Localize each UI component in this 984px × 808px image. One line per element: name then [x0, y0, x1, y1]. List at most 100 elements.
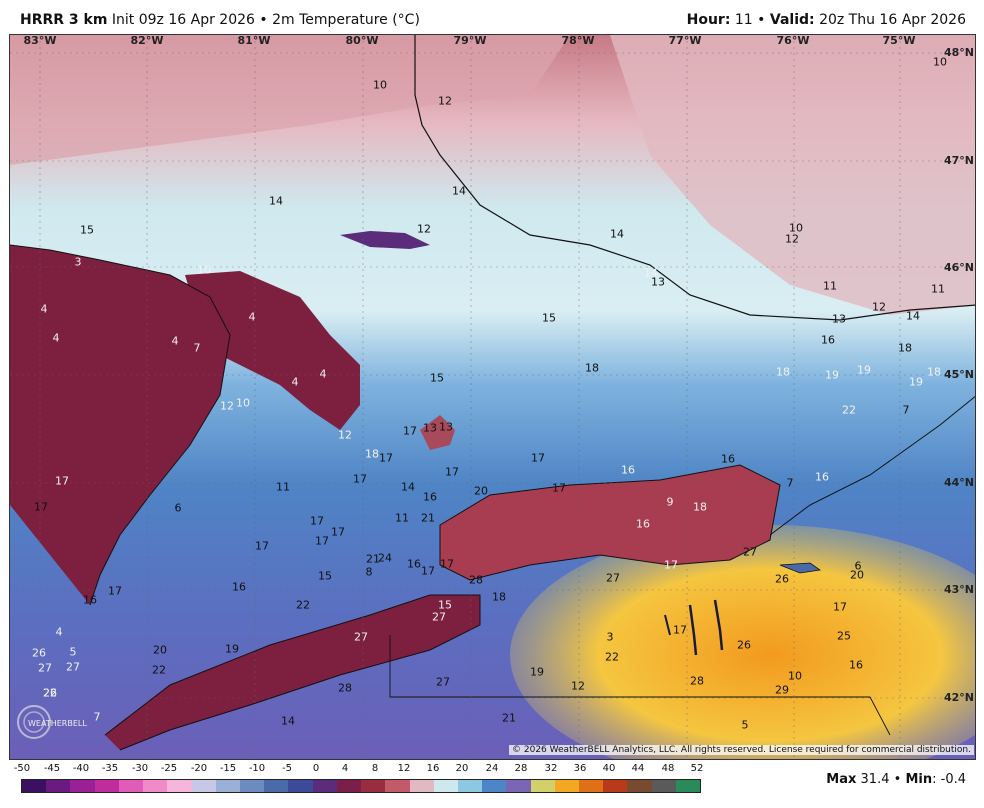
header-left: HRRR 3 km Init 09z 16 Apr 2026 • 2m Temp… [20, 12, 420, 28]
temperature-value: 17 [310, 514, 324, 528]
colorbar-segment [530, 780, 555, 792]
st-lawrence-river [769, 395, 975, 536]
lat-label-42n: 42°N [943, 691, 974, 704]
temperature-value: 3 [74, 255, 82, 269]
colorbar-tick-label: 48 [661, 763, 675, 774]
temperature-value: 12 [417, 222, 431, 236]
temperature-value: 12 [785, 232, 799, 246]
max-value: 31.4 [860, 772, 890, 787]
colorbar-tick-label: 12 [397, 763, 411, 774]
max-label: Max [826, 772, 857, 787]
temperature-value: 10 [236, 396, 250, 410]
temperature-value: 27 [743, 545, 757, 559]
colorbar-segment [239, 780, 265, 792]
valid-label: Valid: [769, 12, 815, 28]
lon-label-77w: 77°W [668, 34, 702, 47]
copyright-notice: © 2026 WeatherBELL Analytics, LLC. All r… [509, 745, 974, 755]
temperature-value: 18 [927, 365, 941, 379]
temperature-value: 4 [319, 367, 327, 381]
colorbar-tick-label: -20 [190, 763, 208, 774]
temperature-value: 9 [666, 495, 674, 509]
temperature-value: 17 [403, 424, 417, 438]
colorbar-tick-label: 28 [514, 763, 528, 774]
lat-label-43n: 43°N [943, 583, 974, 596]
colorbar-tick-label: 44 [631, 763, 645, 774]
temperature-value: 12 [220, 399, 234, 413]
temperature-value: 17 [55, 474, 69, 488]
temperature-value: 14 [906, 309, 920, 323]
temperature-value: 4 [291, 375, 299, 389]
colorbar-segment [433, 780, 458, 792]
temperature-value: 15 [430, 371, 444, 385]
temperature-value: 28 [338, 681, 352, 695]
temperature-value: 11 [395, 511, 409, 525]
georgian-bay [185, 271, 360, 430]
colorbar-segment [579, 780, 604, 792]
lon-label-75w: 75°W [882, 34, 916, 47]
colorbar-segment [457, 780, 483, 792]
min-value: -0.4 [940, 772, 966, 787]
temperature-value: 18 [585, 361, 599, 375]
temperature-value: 4 [52, 331, 60, 345]
lat-label-46n: 46°N [943, 261, 974, 274]
temperature-value: 10 [197, 263, 211, 277]
temperature-value: 19 [530, 665, 544, 679]
lake-ontario [440, 465, 780, 580]
lat-label-47n: 47°N [943, 154, 974, 167]
temperature-colorbar [21, 779, 701, 793]
temperature-value: 12 [872, 300, 886, 314]
temperature-value: 24 [378, 551, 392, 565]
temperature-value: 16 [407, 557, 421, 571]
graticule [10, 35, 975, 759]
lon-label-76w: 76°W [776, 34, 810, 47]
temperature-value: 22 [605, 650, 619, 664]
temperature-value: 15 [80, 223, 94, 237]
temperature-value: 14 [644, 266, 658, 280]
temperature-value: 4 [171, 334, 179, 348]
temperature-value: 14 [610, 227, 624, 241]
temperature-value: 17 [108, 584, 122, 598]
temperature-value: 19 [909, 375, 923, 389]
temperature-value: 10 [789, 221, 803, 235]
colorbar-segment [506, 780, 531, 792]
temperature-value: 27 [432, 610, 446, 624]
temperature-value: 26 [32, 646, 46, 660]
temperature-value: 22 [152, 663, 166, 677]
temperature-value: 21 [421, 511, 435, 525]
temperature-value: 21 [366, 552, 380, 566]
ottawa-river-border [414, 35, 975, 321]
temperature-value: 22 [296, 598, 310, 612]
temperature-value: 7 [902, 403, 910, 417]
lat-label-48n: 48°N [943, 46, 974, 59]
temperature-value: 16 [621, 463, 635, 477]
lat-label-45n: 45°N [943, 368, 974, 381]
min-label: Min [905, 772, 933, 787]
temperature-value: 28 [469, 573, 483, 587]
lake-huron [10, 245, 230, 605]
colorbar-tick-label: -10 [248, 763, 266, 774]
colorbar-tick-label: -35 [101, 763, 119, 774]
temperature-value: 20 [850, 568, 864, 582]
colorbar-tick-label: -25 [160, 763, 178, 774]
temperature-value: 15 [318, 569, 332, 583]
temperature-value: 17 [664, 558, 678, 572]
temperature-value: 13 [832, 312, 846, 326]
temperature-value: 10 [788, 669, 802, 683]
north-warm-area [10, 35, 570, 165]
bullet-sep-2: • [757, 12, 766, 28]
finger-lake-1 [688, 604, 698, 656]
temperature-value: 17 [440, 557, 454, 571]
temperature-value: 18 [492, 590, 506, 604]
temperature-value: 29 [775, 683, 789, 697]
colorbar-tick-label: 20 [455, 763, 469, 774]
temperature-value: 14 [269, 194, 283, 208]
temperature-value: 11 [931, 282, 945, 296]
temperature-value: 26 [775, 572, 789, 586]
temperature-value: 6 [854, 559, 862, 573]
temperature-value: 17 [34, 500, 48, 514]
temperature-map[interactable] [9, 34, 976, 760]
temperature-value: 25 [837, 629, 851, 643]
temperature-value: 17 [673, 623, 687, 637]
max-min-readout: Max 31.4 • Min: -0.4 [826, 772, 966, 787]
colorbar-tick-label: 24 [485, 763, 499, 774]
